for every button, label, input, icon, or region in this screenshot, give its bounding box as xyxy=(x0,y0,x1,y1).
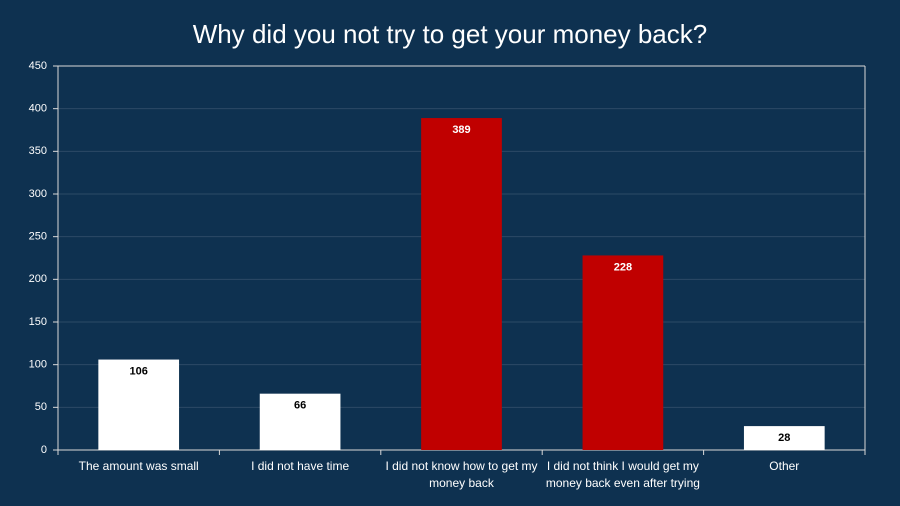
data-label: 389 xyxy=(452,124,470,136)
y-tick-label: 100 xyxy=(29,359,47,371)
x-tick-label: Other xyxy=(769,459,800,473)
y-tick-label: 50 xyxy=(35,401,47,413)
data-label: 228 xyxy=(614,261,632,273)
data-label: 106 xyxy=(130,365,148,377)
x-tick-label: I did not have time xyxy=(251,459,350,473)
y-tick-label: 300 xyxy=(29,188,47,200)
data-label: 28 xyxy=(778,432,790,444)
y-tick-label: 250 xyxy=(29,231,47,243)
chart-title: Why did you not try to get your money ba… xyxy=(193,19,707,49)
bar xyxy=(259,393,341,450)
x-tick-label: I did not think I would get my money bac… xyxy=(545,459,700,490)
bar xyxy=(582,255,664,450)
x-tick-label: The amount was small xyxy=(78,459,199,473)
y-tick-label: 450 xyxy=(29,60,47,72)
x-tick-label: I did not know how to get my money back xyxy=(385,459,538,490)
y-tick-label: 0 xyxy=(41,444,47,456)
data-label: 66 xyxy=(294,400,306,412)
y-tick-label: 200 xyxy=(29,273,47,285)
bar xyxy=(421,118,502,450)
y-tick-label: 350 xyxy=(29,145,47,157)
bar xyxy=(743,426,825,450)
y-tick-label: 400 xyxy=(29,103,47,115)
bar xyxy=(98,359,180,450)
y-tick-label: 150 xyxy=(29,316,47,328)
